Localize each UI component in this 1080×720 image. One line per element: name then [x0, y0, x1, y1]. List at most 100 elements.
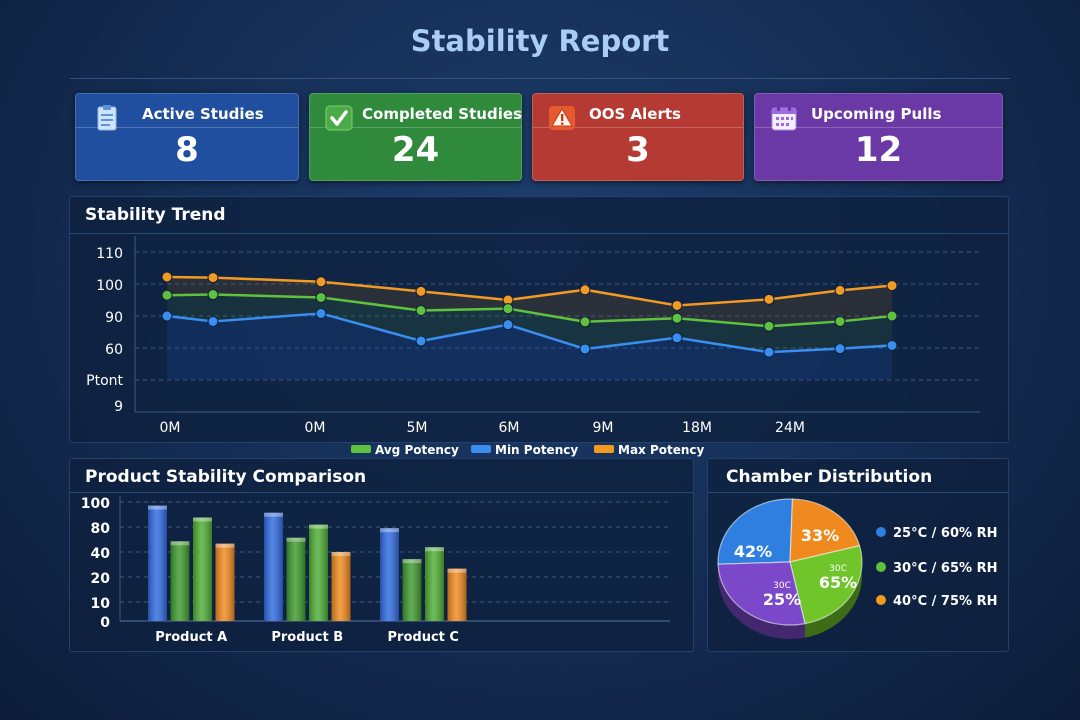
bar-cap	[264, 512, 283, 517]
data-point	[886, 280, 898, 292]
panel-divider	[70, 492, 693, 493]
card-value: 24	[391, 130, 440, 170]
chamber-panel-title: Chamber Distribution	[726, 467, 933, 487]
category-label: Product B	[271, 630, 343, 645]
data-point	[763, 293, 775, 305]
bar-shading	[170, 541, 190, 621]
x-tick-label: 9M	[593, 420, 614, 436]
y-tick-label: 60	[105, 342, 123, 358]
legend-swatch	[594, 445, 614, 453]
legend-marker	[876, 562, 886, 572]
series-line-max-potency	[166, 275, 893, 307]
pie-slice	[789, 544, 863, 625]
data-point	[207, 315, 219, 327]
panel-divider	[70, 233, 1008, 234]
legend-label: 40°C / 75% RH	[893, 594, 997, 609]
legend-label: Max Potency	[618, 443, 705, 457]
data-point	[415, 285, 427, 297]
y-tick-label: 40	[91, 546, 111, 562]
category-label: Product A	[155, 630, 227, 645]
comparison-panel-title: Product Stability Comparison	[85, 467, 367, 487]
y-tick-label: 110	[96, 246, 123, 262]
bar-cap	[402, 559, 422, 564]
card-value: 3	[626, 130, 650, 170]
data-point	[834, 343, 846, 355]
data-point	[415, 335, 427, 347]
data-point	[315, 307, 327, 319]
pie-slice	[717, 498, 794, 565]
x-tick-label: 5M	[407, 420, 428, 436]
min-area	[167, 313, 892, 380]
bar-cap	[309, 524, 328, 529]
x-tick-label: 0M	[305, 420, 326, 436]
title-divider	[70, 78, 1010, 79]
pie-slice	[789, 498, 861, 563]
avg-band-area	[167, 294, 892, 353]
calendar-icon	[771, 105, 797, 131]
panel-divider	[708, 492, 1008, 493]
pie-slice	[717, 561, 806, 626]
data-point	[671, 299, 683, 311]
data-point	[315, 276, 327, 288]
legend-label: Avg Potency	[375, 443, 459, 457]
pie-slice-side	[804, 545, 862, 638]
y-axis-label: Ptont	[86, 373, 123, 389]
legend-label: Min Potency	[495, 443, 578, 457]
card-divider	[76, 127, 298, 128]
data-point	[207, 289, 219, 301]
card-label: Upcoming Pulls	[811, 105, 942, 123]
data-point	[579, 343, 591, 355]
category-label: Product C	[388, 630, 459, 645]
stability-trend-chart: 110 100 90 60 9 Ptont 0M 0M 5M 6M 9M 18M 24M Avg Po…	[86, 236, 980, 457]
data-point	[207, 272, 219, 284]
y-tick-label: 10	[91, 596, 111, 612]
warning-icon	[549, 106, 575, 130]
clipboard-icon	[97, 105, 117, 131]
card-divider	[755, 127, 1002, 128]
completed-studies-card[interactable]: Completed Studies 24	[309, 93, 522, 181]
oos-alerts-card[interactable]: OOS Alerts 3	[532, 93, 744, 181]
y-tick-label: 100	[81, 496, 110, 512]
bar-cap	[380, 528, 399, 533]
bar-cap	[148, 505, 167, 510]
y-tick-label: 0	[100, 615, 110, 631]
bar-cap	[286, 537, 306, 542]
legend-label: 30°C / 65% RH	[893, 561, 997, 576]
bar-cap	[447, 568, 467, 573]
data-point	[161, 289, 173, 301]
bar-cap	[193, 517, 212, 522]
card-divider	[533, 127, 743, 128]
trend-panel-title: Stability Trend	[85, 205, 226, 225]
slice-value-label: 33%	[801, 526, 839, 545]
active-studies-card[interactable]: Active Studies 8	[75, 93, 299, 181]
card-divider	[310, 127, 521, 128]
data-point	[834, 315, 846, 327]
bar-cap	[215, 543, 235, 548]
data-point	[763, 320, 775, 332]
data-point	[671, 312, 683, 324]
bar-shading	[447, 568, 467, 621]
legend-swatch	[471, 445, 491, 453]
upcoming-pulls-card[interactable]: Upcoming Pulls 12	[754, 93, 1003, 181]
data-point	[763, 346, 775, 358]
series-line-min-potency	[166, 312, 893, 354]
data-point	[415, 305, 427, 317]
max-band-area	[167, 276, 892, 327]
y-tick-label: 80	[91, 521, 111, 537]
x-tick-label: 24M	[775, 420, 805, 436]
card-label: Completed Studies	[362, 105, 522, 123]
data-point	[886, 310, 898, 322]
card-value: 8	[175, 130, 199, 170]
bar-shading	[148, 505, 167, 621]
legend-label: 25°C / 60% RH	[893, 526, 997, 541]
x-tick-label: 0M	[160, 420, 181, 436]
bar-shading	[193, 517, 212, 621]
bar-cap	[170, 541, 190, 546]
slice-value-label: 42%	[734, 542, 772, 561]
data-point	[579, 284, 591, 296]
slice-sublabel: 30C	[829, 564, 847, 574]
pie-slice-side	[718, 564, 805, 639]
series-line-avg-potency	[166, 293, 893, 328]
